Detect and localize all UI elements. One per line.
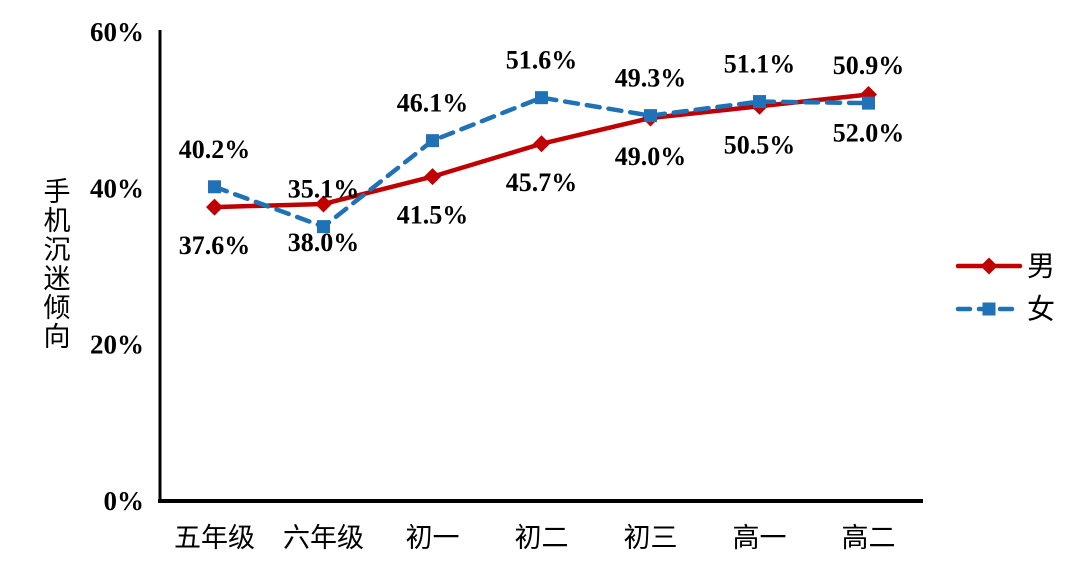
- x-tick-label: 高二: [842, 523, 896, 553]
- series-0-marker-diamond: [533, 135, 550, 153]
- series-1-marker-square: [208, 180, 221, 194]
- y-tick-label: 20%: [90, 330, 144, 360]
- data-label: 49.3%: [615, 64, 687, 93]
- y-tick-label: 40%: [90, 173, 144, 203]
- x-tick-label: 初三: [624, 523, 678, 553]
- x-tick-label: 六年级: [283, 523, 364, 553]
- y-axis-title-char: 向: [44, 322, 71, 352]
- series-1-marker-square: [535, 91, 548, 105]
- y-tick-label: 0%: [104, 486, 145, 516]
- data-label: 40.2%: [179, 135, 251, 164]
- x-tick-label: 初二: [515, 523, 569, 553]
- data-label: 51.1%: [724, 50, 796, 79]
- data-label: 41.5%: [397, 201, 469, 230]
- data-label: 50.9%: [833, 51, 905, 80]
- x-tick-label: 高一: [733, 523, 787, 553]
- y-axis-title-char: 迷: [44, 264, 71, 294]
- series-1-marker-square: [862, 96, 875, 110]
- series-1-marker-square: [644, 109, 657, 123]
- data-label: 38.0%: [288, 228, 360, 257]
- series-0-marker-diamond: [206, 198, 223, 216]
- data-label: 37.6%: [179, 231, 251, 260]
- legend-label: 女: [1027, 294, 1055, 326]
- y-axis-title-char: 机: [44, 206, 71, 236]
- series-1-marker-square: [426, 134, 439, 148]
- data-label: 45.7%: [506, 168, 578, 197]
- x-tick-label: 五年级: [174, 523, 255, 553]
- y-tick-label: 60%: [90, 17, 144, 47]
- series-1-marker-square: [753, 95, 766, 109]
- data-label: 52.0%: [833, 119, 905, 148]
- y-axis-title-char: 沉: [44, 235, 71, 265]
- x-tick-label: 初一: [406, 523, 460, 553]
- legend-marker-square: [982, 302, 996, 316]
- y-axis-title-char: 倾: [44, 293, 71, 323]
- data-label: 35.1%: [288, 175, 360, 204]
- legend-label: 男: [1027, 252, 1055, 283]
- series-0-marker-diamond: [315, 195, 332, 213]
- series-0-marker-diamond: [424, 168, 441, 186]
- series-1-marker-square: [317, 220, 330, 234]
- data-label: 46.1%: [397, 89, 469, 118]
- data-label: 49.0%: [615, 142, 687, 171]
- series-1-line: [212, 95, 871, 229]
- y-axis-title-char: 手: [44, 177, 71, 207]
- data-label: 51.6%: [506, 46, 578, 75]
- legend-marker-diamond: [980, 257, 998, 275]
- data-label: 50.5%: [724, 130, 796, 159]
